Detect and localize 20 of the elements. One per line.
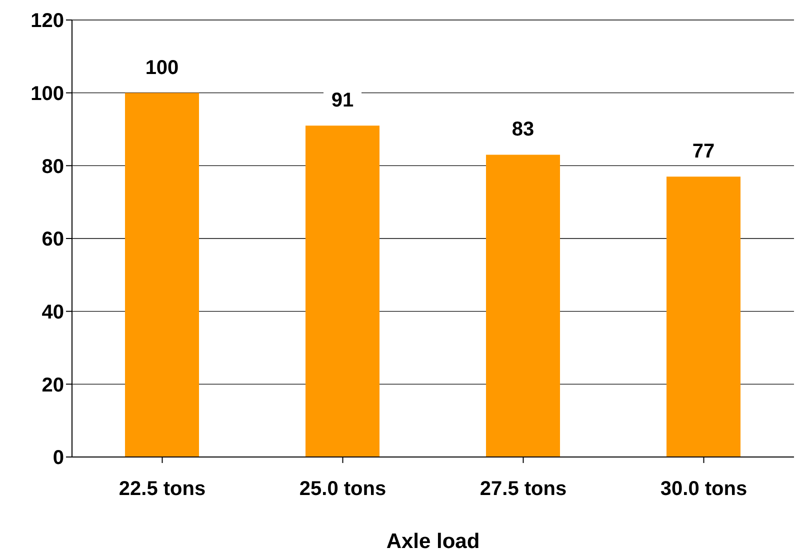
data-label: 100 (145, 56, 179, 79)
data-label: 91 (331, 90, 354, 112)
y-tick-label: 80 (42, 156, 64, 178)
y-tick-label: 40 (42, 301, 64, 324)
x-tick-label: 27.5 tons (480, 478, 567, 500)
x-tick-label: 30.0 tons (660, 478, 748, 500)
bar (125, 92, 199, 457)
data-label: 77 (692, 140, 715, 163)
x-tick-label: 25.0 tons (299, 478, 386, 500)
y-tick-label: 20 (42, 374, 64, 396)
y-tick-label: 100 (30, 82, 64, 105)
bar (666, 176, 740, 457)
x-tick-label: 22.5 tons (118, 478, 206, 500)
bar (306, 126, 380, 457)
y-tick-label: 60 (42, 228, 64, 251)
x-axis-title: Axle load (386, 530, 480, 553)
data-label: 83 (512, 118, 534, 141)
bar (486, 154, 560, 457)
y-tick-label: 120 (30, 10, 64, 32)
y-tick-label: 0 (52, 447, 64, 470)
